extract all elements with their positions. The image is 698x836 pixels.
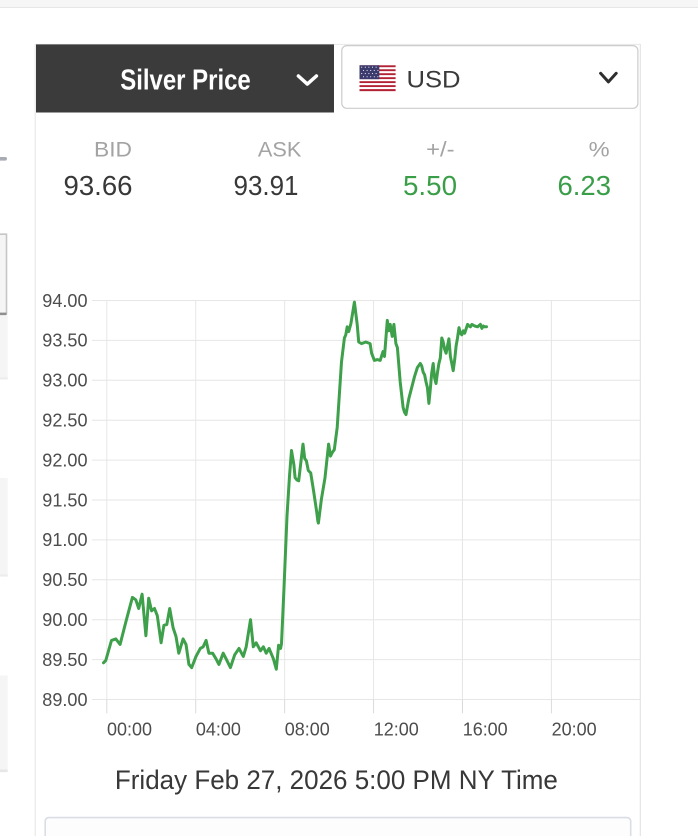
svg-text:20:00: 20:00 xyxy=(552,719,597,739)
svg-text:93.66: 93.66 xyxy=(64,170,133,201)
svg-text:89.00: 89.00 xyxy=(42,690,87,710)
svg-text:93.00: 93.00 xyxy=(42,371,87,391)
svg-text:12:00: 12:00 xyxy=(374,719,419,739)
svg-text:92.00: 92.00 xyxy=(42,450,87,470)
svg-text:04:00: 04:00 xyxy=(196,719,241,739)
svg-text:89.50: 89.50 xyxy=(42,650,87,670)
svg-text:91.50: 91.50 xyxy=(42,490,87,510)
svg-text:93.50: 93.50 xyxy=(42,331,87,351)
svg-text:USD: USD xyxy=(407,66,461,93)
svg-text:94.00: 94.00 xyxy=(42,291,87,311)
svg-text:92.50: 92.50 xyxy=(42,411,87,431)
svg-text:5.50: 5.50 xyxy=(403,170,457,201)
svg-text:Friday Feb 27, 2026 5:00 PM NY: Friday Feb 27, 2026 5:00 PM NY Time xyxy=(115,765,558,795)
svg-text:ASK: ASK xyxy=(258,138,302,162)
svg-text:16:00: 16:00 xyxy=(463,719,508,739)
svg-text:BID: BID xyxy=(94,138,132,162)
svg-text:93.91: 93.91 xyxy=(234,170,299,201)
svg-text:00:00: 00:00 xyxy=(107,719,152,739)
svg-text:Silver Price: Silver Price xyxy=(120,65,251,97)
svg-text:08:00: 08:00 xyxy=(285,719,330,739)
svg-text:%: % xyxy=(589,138,610,162)
svg-text:91.00: 91.00 xyxy=(42,530,87,550)
svg-text:90.00: 90.00 xyxy=(42,610,87,630)
svg-text:+/-: +/- xyxy=(426,138,455,162)
svg-text:6.23: 6.23 xyxy=(558,170,612,201)
svg-text:90.50: 90.50 xyxy=(42,570,87,590)
